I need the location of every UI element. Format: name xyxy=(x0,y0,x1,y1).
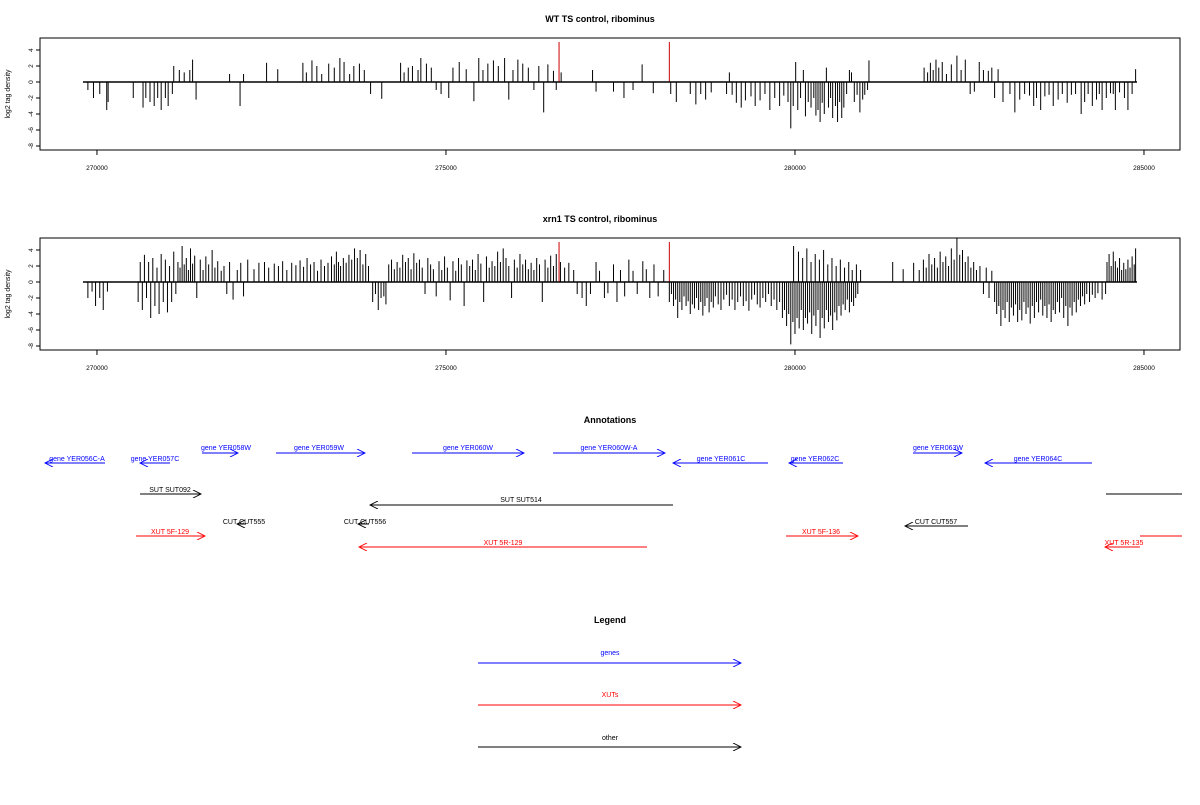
bars-group xyxy=(87,238,1137,345)
feature-label: gene YER061C xyxy=(697,456,746,463)
x-tick-label: 275000 xyxy=(435,165,457,172)
feature-gene-yer060w-a: gene YER060W-A xyxy=(553,445,665,453)
x-tick-label: 280000 xyxy=(784,365,806,372)
feature-label: XUT 5F-136 xyxy=(802,529,840,536)
legend-label: other xyxy=(602,735,619,742)
feature-gene-yer061c: gene YER061C xyxy=(673,456,768,463)
feature-label: gene YER064C xyxy=(1014,456,1063,463)
y-tick-label: 0 xyxy=(28,80,35,84)
feature-label: gene YER058W xyxy=(201,445,251,452)
x-tick-label: 270000 xyxy=(86,365,108,372)
chart-panel-1: WT TS control, ribominus log2 tag density… xyxy=(5,14,1181,172)
x-tick-label: 270000 xyxy=(86,165,108,172)
feature-xut-5r-129: XUT 5R-129 xyxy=(359,540,647,547)
feature-xut-5f-129: XUT 5F-129 xyxy=(136,529,205,536)
y-tick-label: 4 xyxy=(28,248,35,252)
charts-layer: WT TS control, ribominus log2 tag density… xyxy=(5,14,1181,372)
plot-frame xyxy=(39,237,1181,351)
feature-label: XUT 5F-129 xyxy=(151,529,189,536)
y-tick-label: 0 xyxy=(28,280,35,284)
legend-title: Legend xyxy=(594,615,626,625)
y-tick-label: -6 xyxy=(28,127,35,133)
feature-gene-yer063w: gene YER063W xyxy=(913,445,963,453)
feature-gene-yer056c-a: gene YER056C-A xyxy=(45,456,105,463)
feature-gene-yer058w: gene YER058W xyxy=(201,445,251,453)
feature-label: gene YER059W xyxy=(294,445,344,452)
y-tick-label: -8 xyxy=(28,143,35,149)
feature-gene-yer064c: gene YER064C xyxy=(985,456,1092,463)
feature-xut-5f-136: XUT 5F-136 xyxy=(786,529,858,536)
y-tick-label: -2 xyxy=(28,295,35,301)
legend-label: genes xyxy=(600,650,620,657)
feature-label: XUT 5R-129 xyxy=(484,540,523,547)
annotations-title: Annotations xyxy=(584,415,637,425)
feature-label: SUT SUT092 xyxy=(149,487,191,494)
feature-label: SUT SUT514 xyxy=(500,497,542,504)
legend-item-genes: genes xyxy=(478,650,741,663)
feature-label: gene YER056C-A xyxy=(49,456,105,463)
chart-title: WT TS control, ribominus xyxy=(545,14,655,24)
y-tick-label: -4 xyxy=(28,111,35,117)
feature-xut-5r-135: XUT 5R-135 xyxy=(1105,540,1144,547)
feature-label: gene YER063W xyxy=(913,445,963,452)
bars-group xyxy=(87,42,1137,129)
y-tick-label: -8 xyxy=(28,343,35,349)
feature-gene-yer062c: gene YER062C xyxy=(789,456,843,463)
feature-cut-cut557: CUT CUT557 xyxy=(905,519,968,526)
feature-label: XUT 5R-135 xyxy=(1105,540,1144,547)
y-tick-label: -6 xyxy=(28,327,35,333)
feature-cut-cut556: CUT CUT556 xyxy=(344,519,386,526)
feature-cut-cut555: CUT CUT555 xyxy=(223,519,265,526)
chart-panel-2: xrn1 TS control, ribominus log2 tag densi… xyxy=(5,214,1181,372)
legend: Legend genes XUTs other xyxy=(478,615,741,747)
feature-label: gene YER057C xyxy=(131,456,180,463)
feature-label: gene YER060W xyxy=(443,445,493,452)
y-tick-label: 2 xyxy=(28,64,35,68)
feature-gene-yer057c: gene YER057C xyxy=(131,456,180,463)
feature-sut-sut514: SUT SUT514 xyxy=(370,497,673,505)
annotations-track: Annotations gene YER056C-A gene YER057C gen… xyxy=(45,415,1182,547)
y-tick-label: -4 xyxy=(28,311,35,317)
legend-item-other: other xyxy=(478,735,741,747)
y-tick-label: -2 xyxy=(28,95,35,101)
feature-label: gene YER060W-A xyxy=(581,445,638,452)
feature-label: CUT CUT556 xyxy=(344,519,386,526)
feature-label: CUT CUT555 xyxy=(223,519,265,526)
legend-item-xuts: XUTs xyxy=(478,692,741,705)
chart-title: xrn1 TS control, ribominus xyxy=(543,214,658,224)
legend-label: XUTs xyxy=(602,692,619,699)
y-tick-label: 2 xyxy=(28,264,35,268)
feature-label: gene YER062C xyxy=(791,456,840,463)
y-axis-label: log2 tag density xyxy=(5,69,12,119)
x-tick-label: 285000 xyxy=(1133,165,1155,172)
plot-frame xyxy=(39,37,1181,151)
x-tick-label: 275000 xyxy=(435,365,457,372)
feature-gene-yer060w: gene YER060W xyxy=(412,445,524,453)
y-axis-label: log2 tag density xyxy=(5,269,12,319)
x-tick-label: 280000 xyxy=(784,165,806,172)
x-tick-label: 285000 xyxy=(1133,365,1155,372)
feature-gene-yer059w: gene YER059W xyxy=(276,445,365,453)
feature-label: CUT CUT557 xyxy=(915,519,957,526)
y-tick-label: 4 xyxy=(28,48,35,52)
feature-sut-sut092: SUT SUT092 xyxy=(140,487,201,494)
